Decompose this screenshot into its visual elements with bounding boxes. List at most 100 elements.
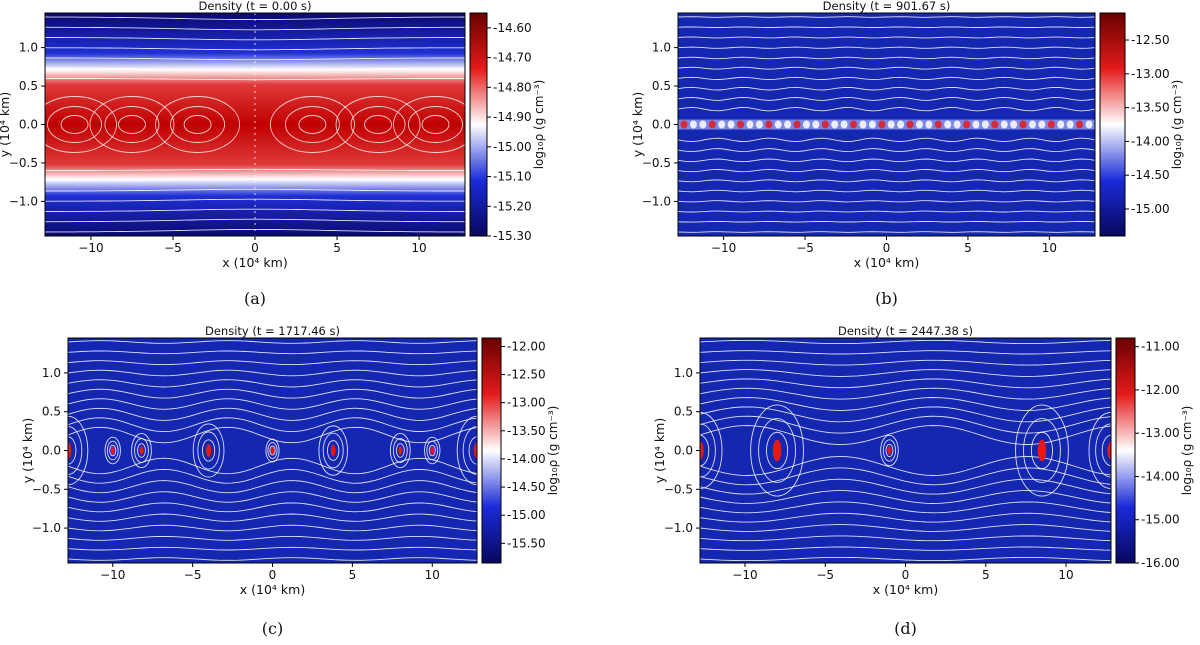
current-sheet <box>678 119 1095 130</box>
streamline <box>68 398 477 410</box>
density-panel-d: Density (t = 2447.38 s) −10 −5 0 5 10 x (10⁴ k… <box>652 324 1194 638</box>
streamline <box>678 148 1095 153</box>
magnetic-island <box>60 115 89 134</box>
plasmoid-ring <box>392 438 408 463</box>
colorbar-tick-label: -12.00 <box>1141 383 1180 397</box>
y-tick-label: −1.0 <box>642 194 671 208</box>
streamline <box>678 179 1095 183</box>
streamline <box>68 524 477 532</box>
y-tick-label: 0.5 <box>19 79 38 93</box>
streamline <box>68 557 477 561</box>
colorbar-tick-label: -14.70 <box>493 51 532 65</box>
x-tick-label: −10 <box>78 241 103 255</box>
plasmoid <box>925 120 933 129</box>
streamline <box>700 406 1111 423</box>
plasmoid-ring <box>269 445 276 456</box>
y-tick-label: 1.0 <box>19 41 38 55</box>
colorbar-tick-label: -15.00 <box>493 140 532 154</box>
colorbar-tick-label: -15.10 <box>493 170 532 184</box>
plasmoid-ring <box>766 431 789 470</box>
colorbar-tick-label: -16.00 <box>1141 556 1180 570</box>
streamline <box>700 524 1111 532</box>
y-tick-label: −0.5 <box>32 482 61 496</box>
magnetic-island <box>364 115 392 134</box>
plasmoid <box>1010 120 1018 129</box>
plasmoid-core <box>1107 441 1111 460</box>
streamline <box>678 66 1095 70</box>
x-axis-label: x (10⁴ km) <box>222 255 287 270</box>
plasmoid <box>689 120 697 129</box>
y-tick-label: 1.0 <box>652 41 671 55</box>
streamline <box>678 168 1095 173</box>
colorbar-tick-label: -12.00 <box>507 339 546 353</box>
streamline <box>68 491 477 503</box>
plasmoid <box>1076 120 1084 129</box>
colorbar-label: log₁₀ρ (g cm⁻³) <box>546 406 560 496</box>
plasmoid-core <box>398 446 403 455</box>
plasmoid <box>1000 120 1008 129</box>
plasmoid-ring <box>750 404 804 497</box>
streamline <box>68 369 477 377</box>
plasmoid-core <box>68 442 72 459</box>
plasmoid <box>727 120 735 129</box>
magnetic-island <box>170 106 226 143</box>
plasmoid-ring <box>700 412 723 489</box>
streamline <box>678 56 1095 60</box>
streamline <box>700 535 1111 542</box>
plasmoid-ring <box>106 440 119 461</box>
streamline <box>700 369 1111 377</box>
x-tick-label: −5 <box>184 568 202 582</box>
x-tick-label: 10 <box>425 568 440 582</box>
x-tick-label: 5 <box>349 568 357 582</box>
colorbar-tick-label: -14.50 <box>507 480 546 494</box>
streamline <box>678 137 1095 143</box>
streamline <box>68 388 477 399</box>
colorbar-tick-label: -13.00 <box>1141 426 1180 440</box>
x-tick-label: 10 <box>411 241 426 255</box>
y-tick-label: 0.0 <box>674 444 693 458</box>
plasmoid-ring <box>267 442 278 459</box>
y-tick-label: 0.0 <box>42 444 61 458</box>
plasmoid <box>963 120 971 129</box>
plasmoid-core <box>430 446 435 455</box>
plasmoid-ring <box>322 432 344 469</box>
density-panel-c: Density (t = 1717.46 s) −10 −5 0 5 10 x (10⁴ k… <box>20 324 560 638</box>
magnetic-island <box>335 96 421 153</box>
plasmoid <box>831 120 839 129</box>
colorbar <box>1099 12 1126 237</box>
y-tick-label: 0.0 <box>19 118 38 132</box>
colorbar-label: log₁₀ρ (g cm⁻³) <box>532 80 546 170</box>
plasmoid-ring <box>192 423 225 478</box>
x-tick-label: −10 <box>711 241 736 255</box>
colorbar-tick-label: -14.00 <box>1141 469 1180 483</box>
plasmoid-core <box>270 446 275 455</box>
plasmoid-ring <box>1088 412 1111 489</box>
streamline <box>68 513 477 522</box>
plasmoid <box>1066 120 1074 129</box>
x-tick-label: −5 <box>816 568 834 582</box>
streamline <box>700 501 1111 514</box>
plasmoid <box>1028 120 1036 129</box>
streamline <box>678 96 1095 101</box>
plasmoid-core <box>700 441 704 460</box>
streamline <box>700 556 1111 562</box>
y-axis-label: y (10⁴ km) <box>20 418 35 483</box>
streamline <box>700 359 1111 366</box>
plasmoid-core <box>887 446 892 455</box>
streamline <box>678 46 1095 49</box>
plasmoid <box>755 120 763 129</box>
magnetic-island <box>269 96 355 153</box>
plasmoid-ring <box>134 438 149 463</box>
plasmoid <box>878 120 886 129</box>
magnetic-island <box>104 106 160 143</box>
plasmoid-core <box>1037 439 1047 462</box>
density-panel-b: Density (t = 901.67 s) −10 −5 0 5 10 x (10⁴ km… <box>630 0 1184 308</box>
x-tick-label: −5 <box>164 241 182 255</box>
plasmoid-ring <box>318 425 348 476</box>
density-panel-a: Density (t = 0.00 s) −10 −5 0 5 10 x (10⁴ km) 1… <box>0 0 546 308</box>
streamline <box>678 106 1095 112</box>
density-field <box>678 13 1095 236</box>
streamline <box>68 480 477 494</box>
streamline <box>68 417 477 433</box>
plasmoid <box>934 120 942 129</box>
